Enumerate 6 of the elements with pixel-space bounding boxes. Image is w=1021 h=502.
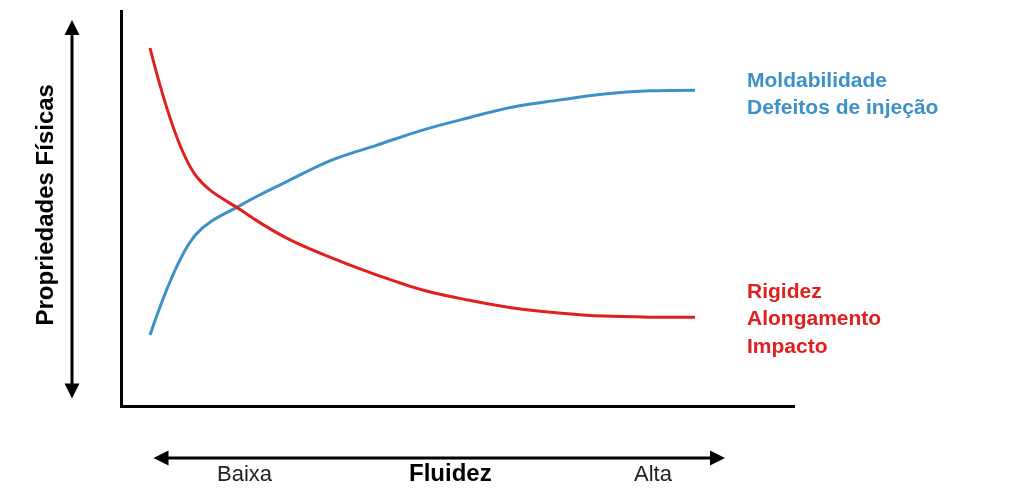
text: Rigidez Alongamento Impacto — [747, 279, 882, 357]
y-axis-title: Propriedades Físicas — [30, 84, 58, 326]
text: Baixa — [217, 461, 273, 486]
text: Moldabilidade Defeitos de injeção — [747, 68, 939, 119]
text: Alta — [634, 461, 673, 486]
x-axis-title: Fluidez — [409, 459, 492, 486]
